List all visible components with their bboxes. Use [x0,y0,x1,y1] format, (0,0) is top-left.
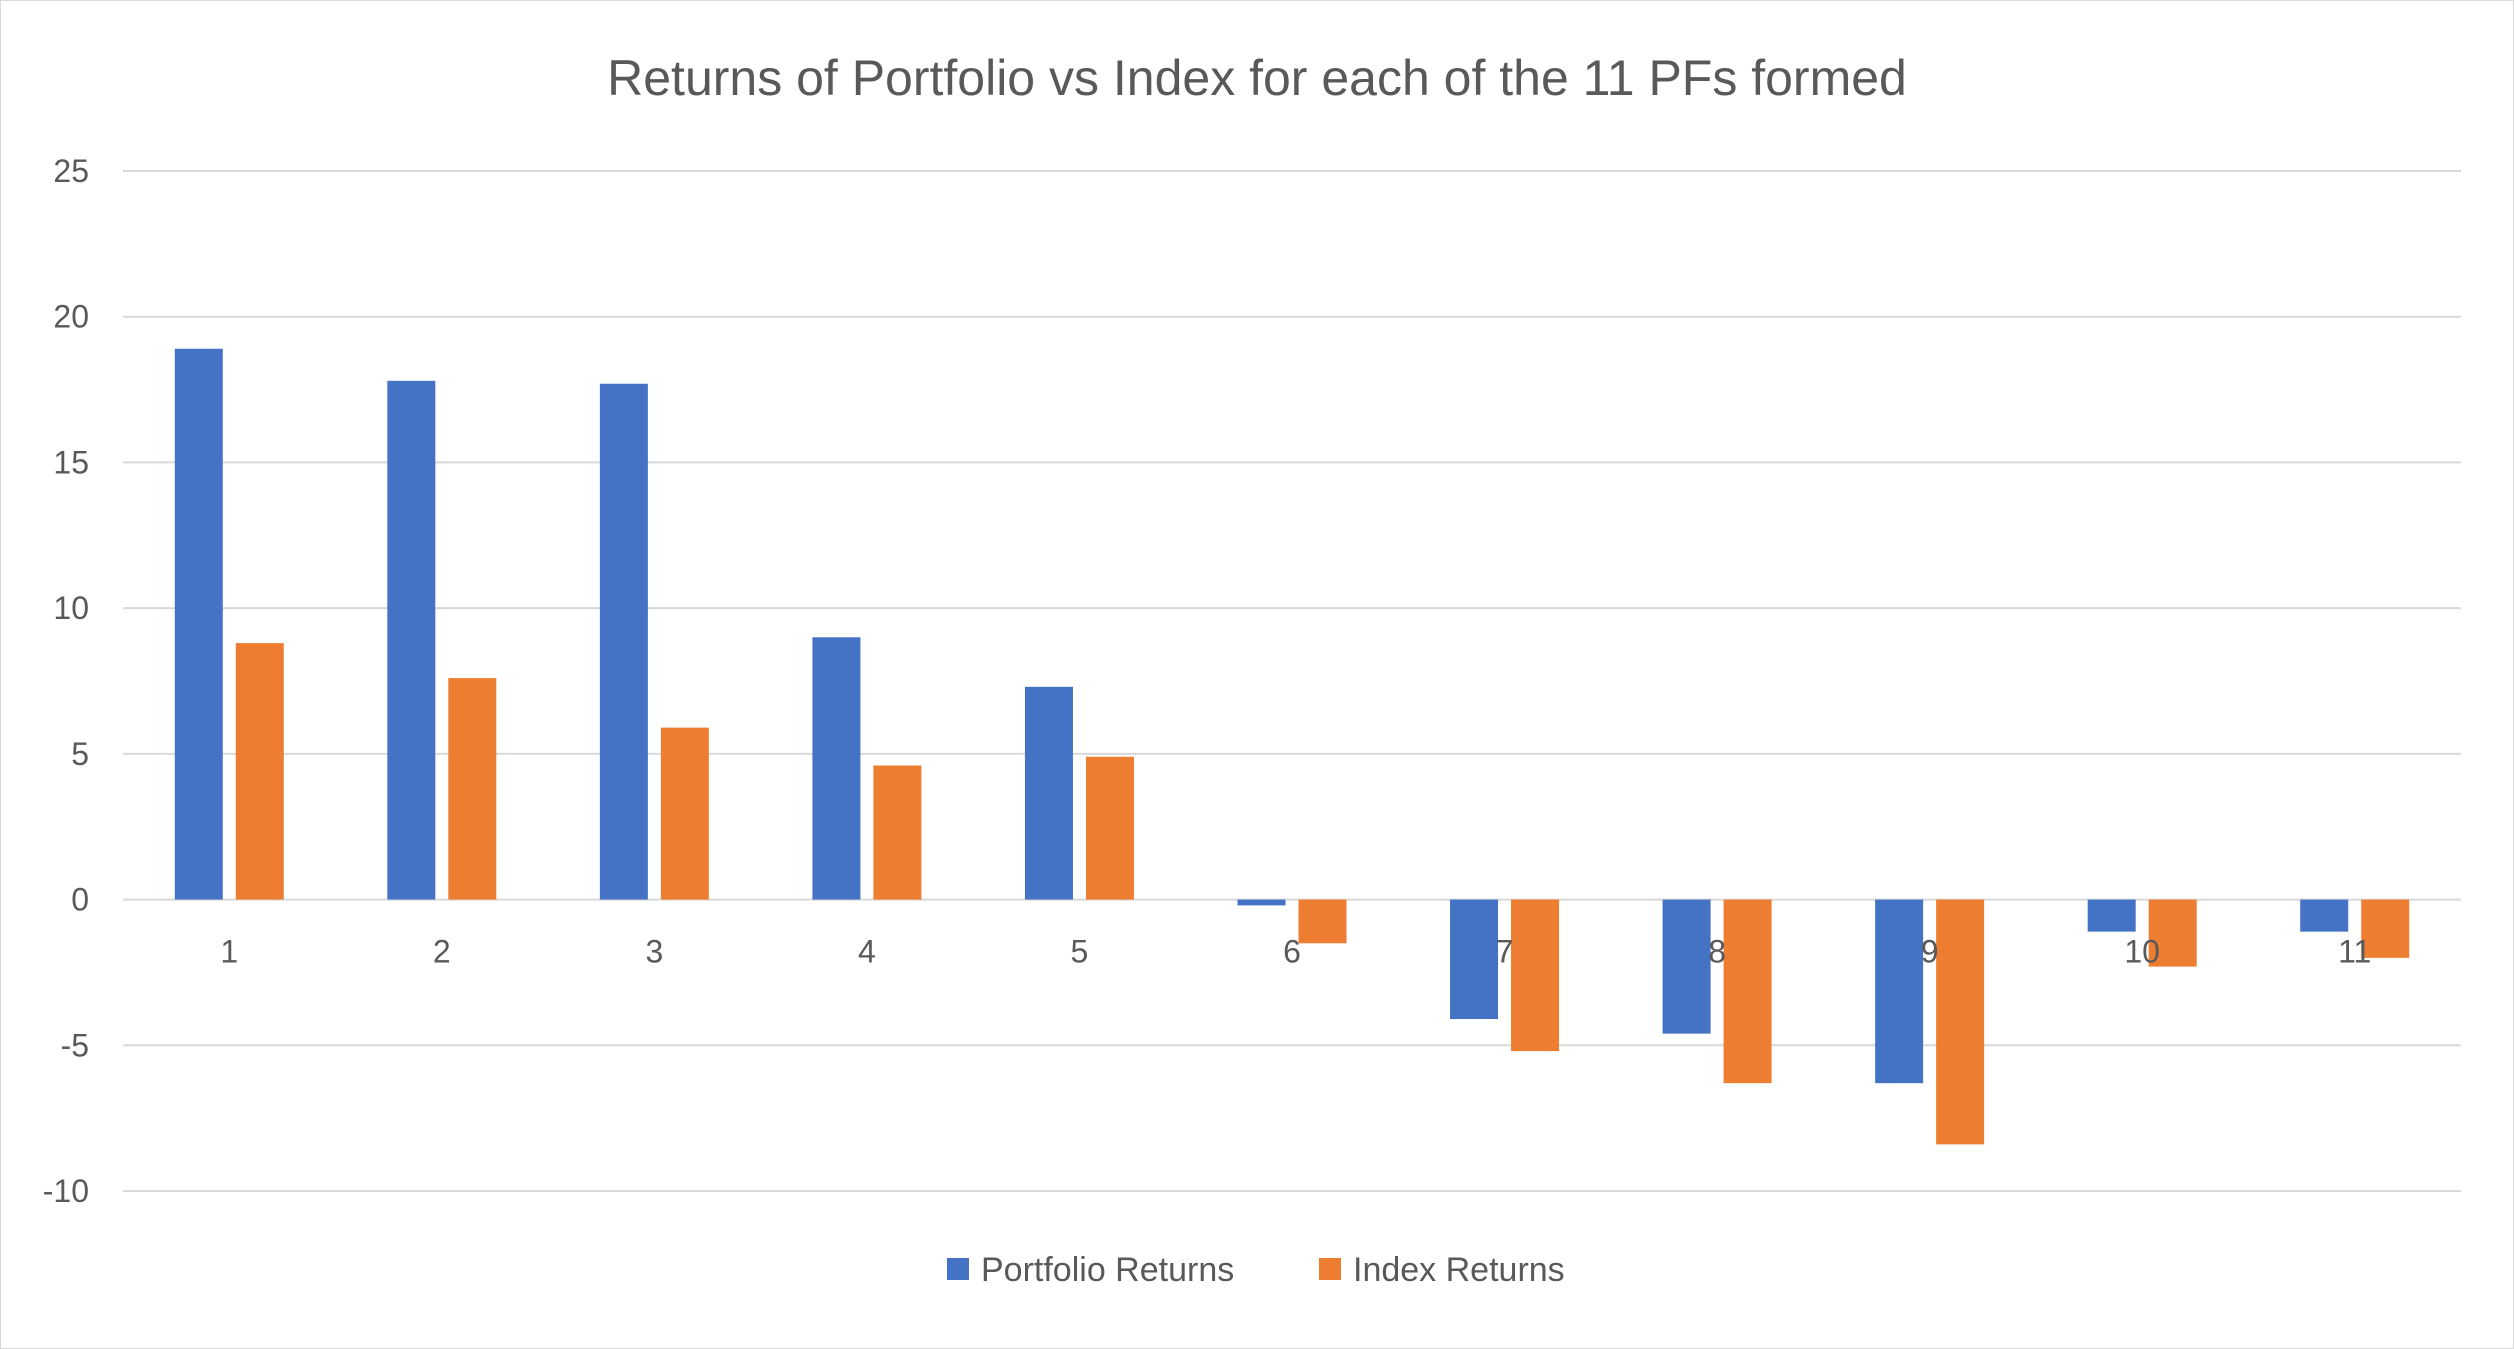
portfolio-returns-bar-6 [1237,899,1286,906]
index-returns-bar-2 [448,678,497,900]
x-tick-label: 9 [1921,934,1939,970]
portfolio-returns-bar-9 [1875,899,1924,1084]
y-axis-tick-labels: 25 20 15 10 5 0 -5 -10 [43,153,89,1209]
x-tick-label: 3 [645,934,663,970]
legend: Portfolio Returns Index Returns [947,1251,1565,1289]
x-tick-label: 1 [220,934,238,970]
y-tick-label: -10 [43,1173,89,1209]
portfolio-returns-bar-10 [2087,899,2136,932]
index-returns-bar-9 [1936,899,1985,1145]
x-tick-label: 11 [2338,934,2371,970]
x-tick-label: 5 [1071,934,1089,970]
y-tick-label: 5 [71,736,89,772]
portfolio-returns-bar-2 [387,380,436,900]
legend-label-index: Index Returns [1353,1251,1565,1289]
portfolio-returns-bar-3 [599,383,648,900]
y-tick-label: 20 [53,299,89,335]
index-returns-bar-4 [873,765,922,900]
legend-label-portfolio: Portfolio Returns [981,1251,1234,1289]
index-returns-bar-7 [1511,899,1560,1052]
x-tick-label: 2 [433,934,451,970]
chart-title: Returns of Portfolio vs Index for each o… [607,50,1907,106]
portfolio-returns-bar-4 [812,637,861,900]
portfolio-returns-bar-1 [174,348,223,900]
x-axis-tick-labels: 1 2 3 4 5 6 7 8 9 10 11 [220,934,2371,970]
index-returns-bar-3 [660,727,709,900]
y-tick-label: -5 [61,1027,89,1063]
y-tick-label: 15 [53,444,89,480]
index-returns-bar-11 [2361,899,2410,958]
bars [174,348,2410,1145]
x-tick-label: 8 [1708,934,1726,970]
x-tick-label: 10 [2124,934,2160,970]
index-returns-bar-8 [1723,899,1772,1084]
index-returns-bar-6 [1298,899,1347,944]
portfolio-returns-bar-11 [2300,899,2349,932]
legend-swatch-index [1319,1258,1341,1280]
portfolio-returns-bar-7 [1450,899,1499,1020]
index-returns-bar-10 [2148,899,2197,967]
gridlines [123,170,2461,1192]
x-tick-label: 7 [1496,934,1514,970]
legend-swatch-portfolio [947,1258,969,1280]
y-tick-label: 0 [71,882,89,918]
y-tick-label: 10 [53,590,89,626]
index-returns-bar-5 [1085,756,1134,900]
portfolio-returns-bar-5 [1024,686,1073,900]
portfolio-returns-bar-8 [1662,899,1711,1034]
index-returns-bar-1 [235,643,284,900]
x-tick-label: 6 [1283,934,1301,970]
x-tick-label: 4 [858,934,876,970]
y-tick-label: 25 [53,153,89,189]
